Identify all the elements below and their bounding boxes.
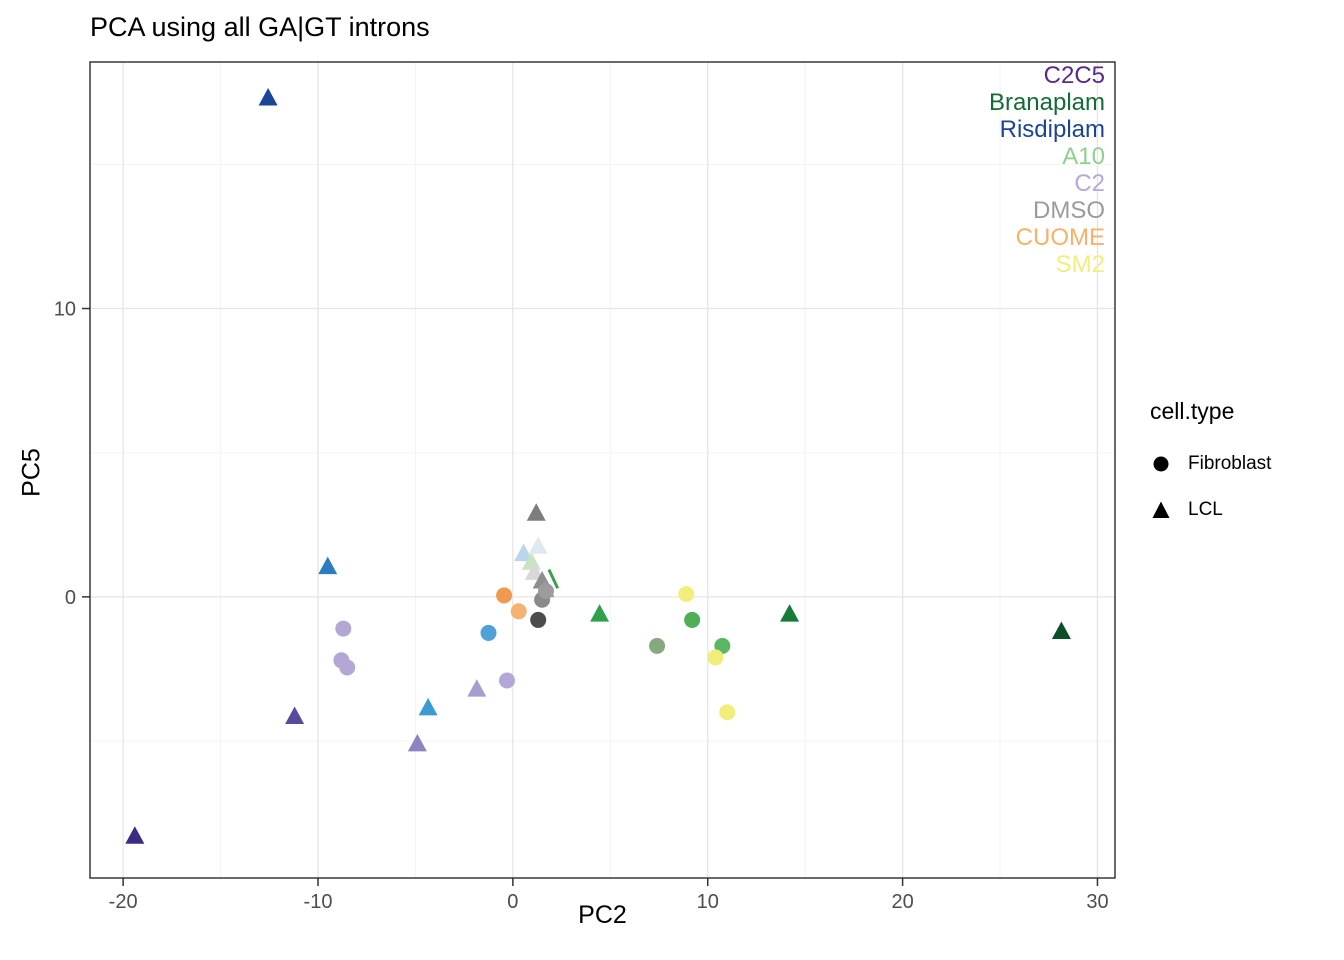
- legend-title: cell.type: [1150, 398, 1235, 424]
- treatment-label-cuome: CUOME: [1015, 224, 1105, 251]
- legend-label: Fibroblast: [1188, 453, 1272, 474]
- data-point-circle: [339, 659, 356, 676]
- triangle-glyph-icon: [1152, 501, 1170, 518]
- chart-title: PCA using all GA|GT introns: [90, 12, 430, 42]
- legend-item-lcl: LCL: [1150, 499, 1271, 521]
- y-axis-title: PC5: [17, 448, 46, 497]
- circle-glyph-icon: [1153, 456, 1169, 472]
- data-point-circle: [335, 620, 352, 637]
- plot-border: [89, 61, 1116, 879]
- data-point-triangle: [258, 88, 278, 106]
- data-point-triangle: [407, 733, 427, 752]
- x-tick-label: 20: [891, 891, 913, 913]
- y-tick-label: 10: [54, 299, 76, 321]
- cell-type-legend: cell.type Fibroblast LCL: [1150, 398, 1271, 545]
- data-point-triangle: [780, 604, 800, 622]
- data-point-triangle: [125, 826, 145, 844]
- treatment-label-c2: C2: [1074, 170, 1105, 197]
- x-tick-label: -10: [304, 891, 333, 913]
- x-tick-label: 10: [697, 891, 719, 913]
- data-point-circle: [719, 704, 736, 721]
- data-point-triangle: [418, 697, 438, 716]
- data-point-circle: [707, 649, 724, 666]
- x-axis-title: PC2: [578, 901, 627, 929]
- data-point-triangle: [528, 536, 548, 554]
- data-segment: [547, 568, 560, 589]
- y-tick-label: 0: [65, 587, 76, 609]
- treatment-label-a10: A10: [1062, 143, 1105, 170]
- data-point-triangle: [318, 556, 338, 575]
- data-point-circle: [649, 637, 666, 654]
- data-point-circle: [678, 585, 695, 602]
- treatment-label-dmso: DMSO: [1033, 197, 1105, 224]
- data-point-triangle: [526, 503, 546, 521]
- plot-background: [90, 62, 1115, 878]
- data-point-triangle: [467, 679, 487, 697]
- data-point-circle: [714, 637, 731, 654]
- data-point-triangle: [1051, 621, 1071, 639]
- treatment-label-sm2: SM2: [1055, 251, 1105, 278]
- legend-item-fibroblast: Fibroblast: [1150, 453, 1271, 475]
- data-point-triangle: [524, 562, 544, 580]
- treatment-label-branaplam: Branaplam: [988, 89, 1105, 116]
- treatment-label-c2c5: C2C5: [1043, 62, 1105, 89]
- data-point-circle: [496, 587, 513, 604]
- x-tick-label: 30: [1086, 891, 1108, 913]
- data-point-circle: [684, 611, 701, 628]
- data-point-triangle: [521, 552, 541, 570]
- x-tick-label: -20: [109, 891, 138, 913]
- data-point-circle: [530, 611, 547, 628]
- data-point-triangle: [590, 604, 610, 622]
- treatment-color-key: C2C5 Branaplam Risdiplam A10 C2 DMSO CUOME SM2: [989, 62, 1105, 278]
- treatment-label-risdiplam: Risdiplam: [999, 116, 1105, 143]
- data-point-triangle: [514, 543, 534, 562]
- data-point-circle: [480, 624, 497, 641]
- data-point-circle: [537, 583, 554, 600]
- legend-label: LCL: [1188, 499, 1223, 520]
- data-point-circle: [499, 672, 516, 689]
- data-point-triangle: [285, 706, 305, 725]
- x-tick-label: 0: [507, 891, 518, 913]
- data-point-circle: [510, 603, 527, 620]
